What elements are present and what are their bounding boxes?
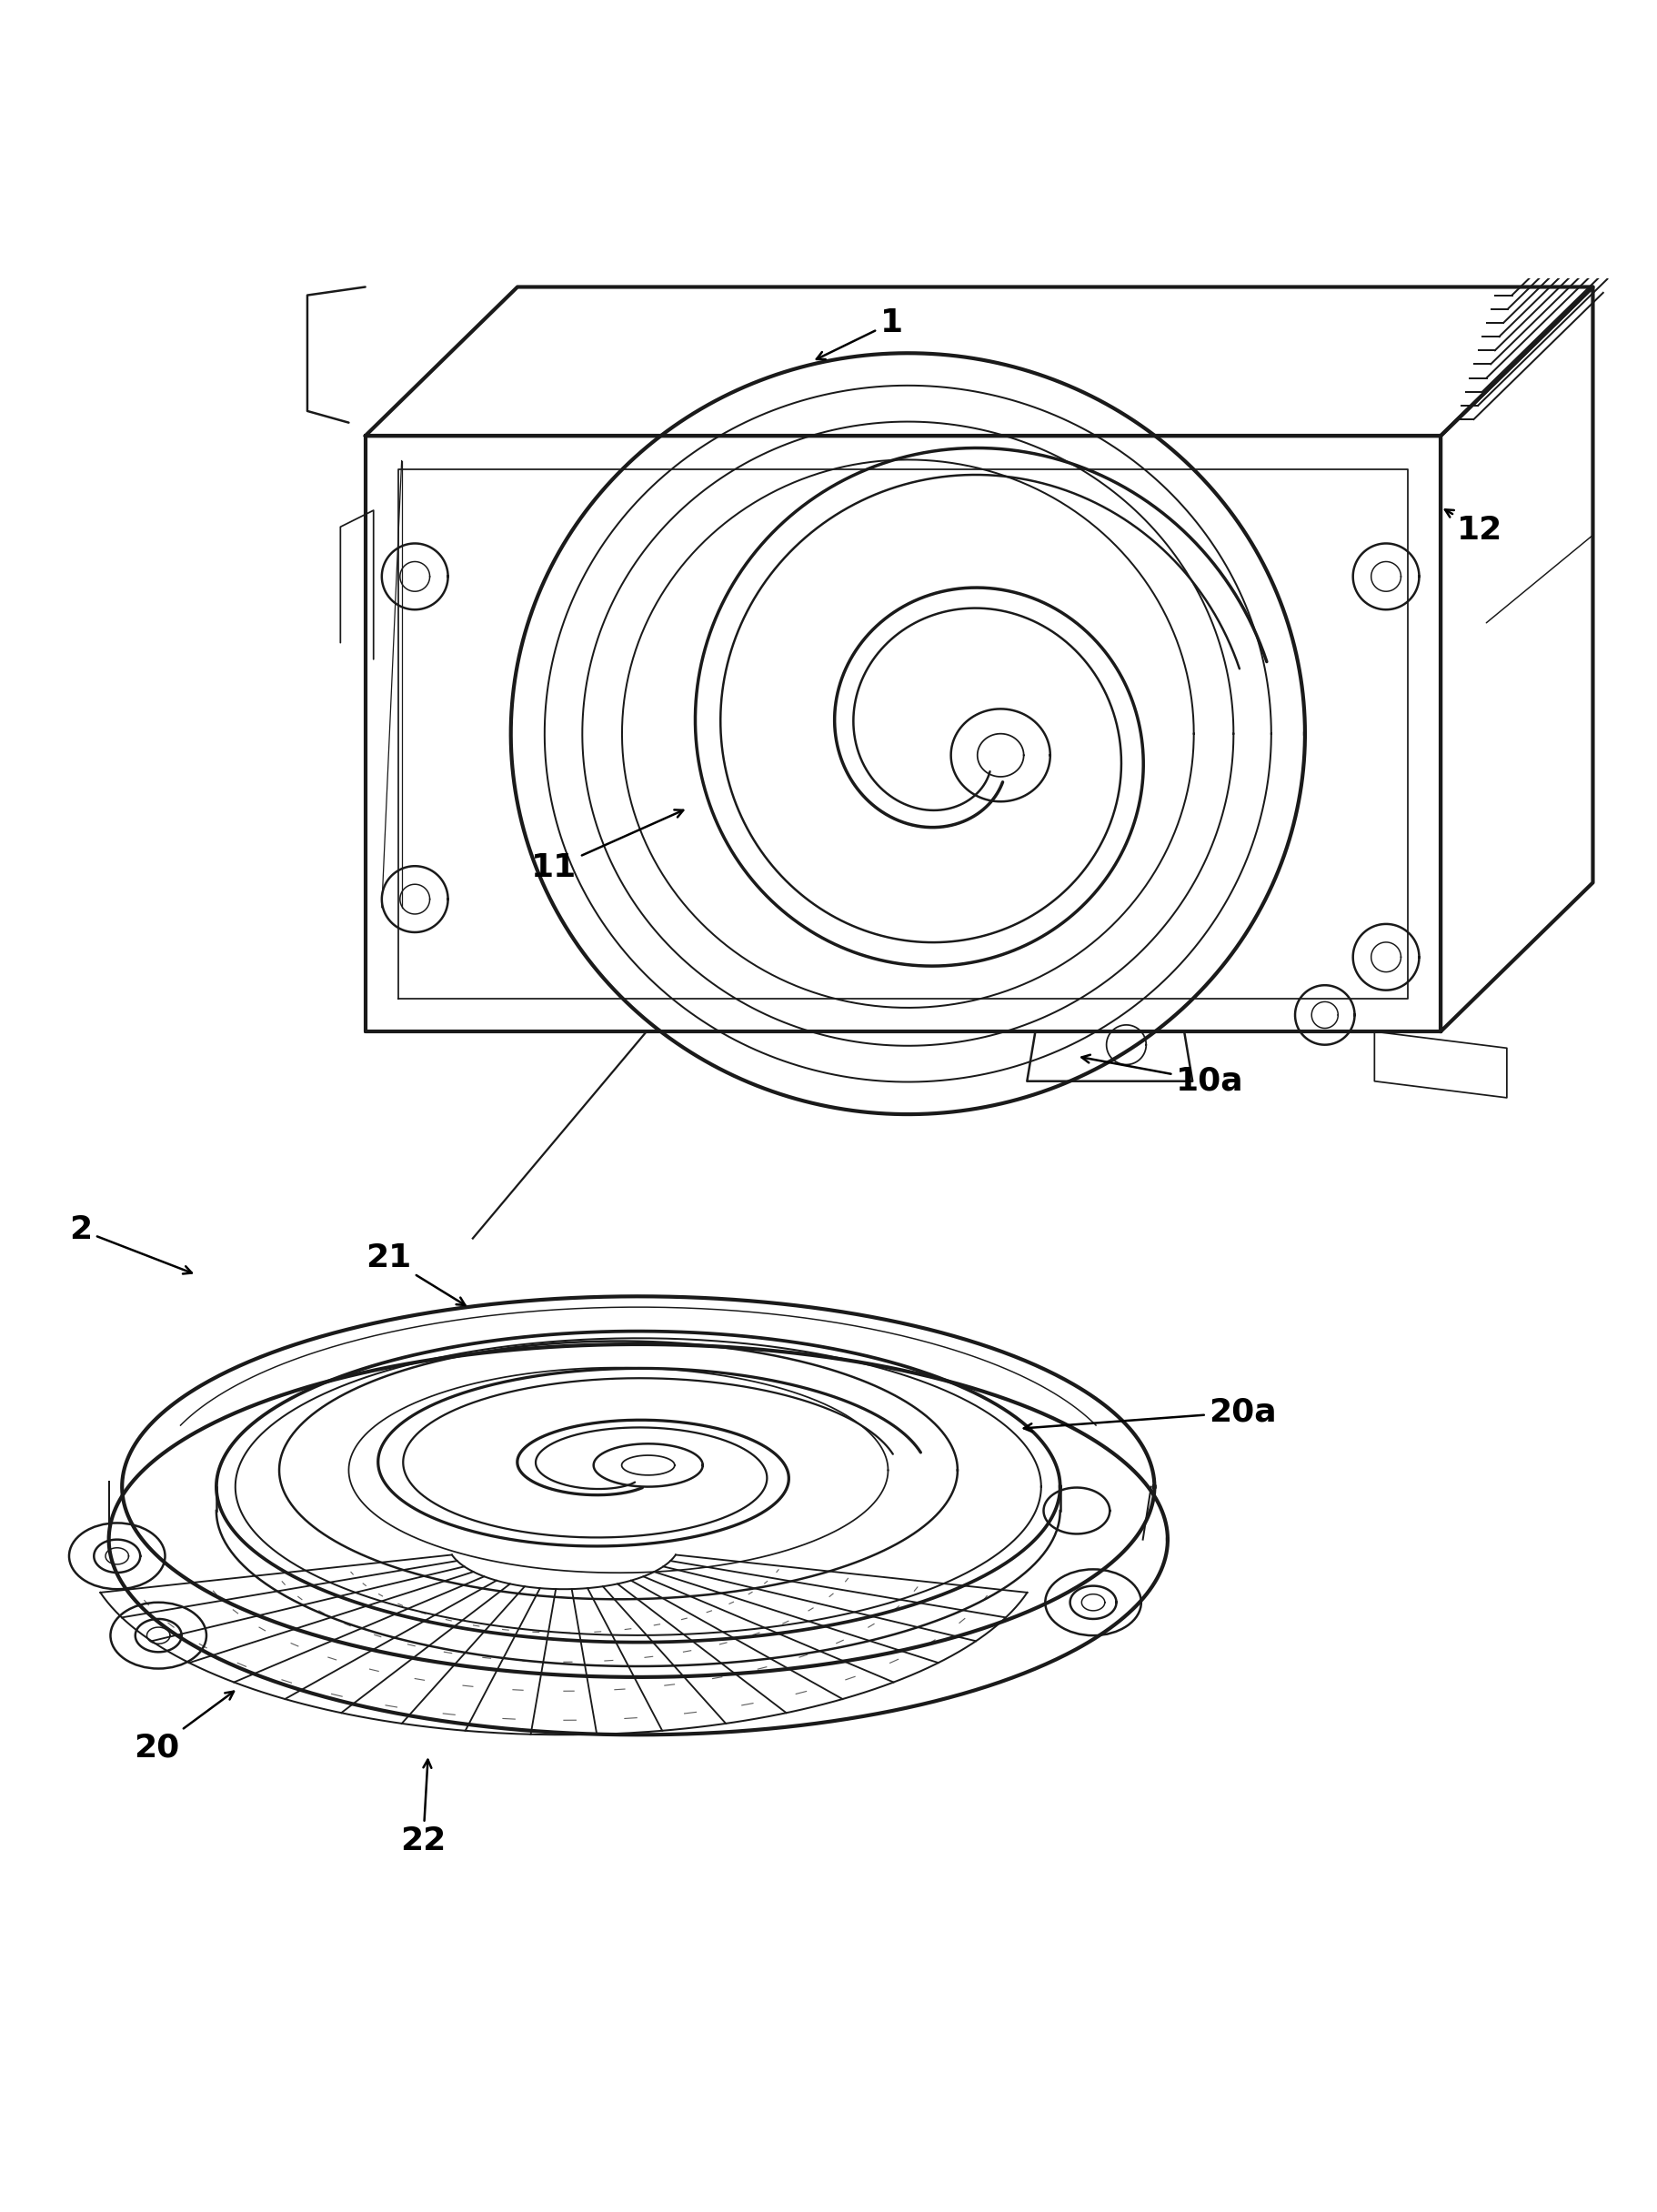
Text: 1: 1 bbox=[817, 307, 903, 358]
Text: 20: 20 bbox=[134, 1692, 234, 1763]
Text: 2: 2 bbox=[70, 1214, 192, 1274]
Ellipse shape bbox=[70, 1524, 166, 1588]
Text: 10a: 10a bbox=[1082, 1055, 1244, 1097]
Text: 20a: 20a bbox=[1024, 1396, 1278, 1431]
Ellipse shape bbox=[111, 1601, 207, 1668]
Ellipse shape bbox=[1046, 1568, 1142, 1635]
Text: 21: 21 bbox=[366, 1243, 466, 1305]
Text: 22: 22 bbox=[401, 1761, 446, 1856]
Text: 11: 11 bbox=[532, 810, 683, 883]
Text: 12: 12 bbox=[1445, 509, 1503, 546]
